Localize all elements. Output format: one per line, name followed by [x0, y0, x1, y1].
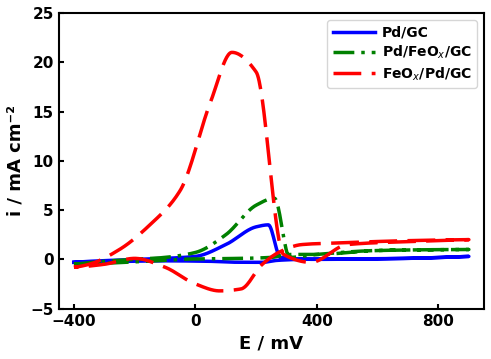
- FeO$_x$/Pd/GC: [217, 289, 222, 293]
- Pd/FeO$_x$/GC: [318, 252, 324, 257]
- Pd/GC: [152, 257, 158, 261]
- Pd/FeO$_x$/GC: [271, 196, 277, 200]
- Pd/FeO$_x$/GC: [71, 262, 77, 266]
- Pd/GC: [71, 260, 77, 265]
- FeO$_x$/Pd/GC: [152, 218, 158, 223]
- Pd/GC: [391, 256, 397, 261]
- Pd/GC: [71, 260, 77, 265]
- Pd/GC: [265, 223, 271, 227]
- Pd/FeO$_x$/GC: [71, 262, 77, 266]
- Pd/FeO$_x$/GC: [245, 256, 250, 260]
- Legend: Pd/GC, Pd/FeO$_x$/GC, FeO$_x$/Pd/GC: Pd/GC, Pd/FeO$_x$/GC, FeO$_x$/Pd/GC: [327, 20, 477, 88]
- Pd/GC: [230, 260, 236, 264]
- FeO$_x$/Pd/GC: [71, 265, 77, 269]
- Line: FeO$_x$/Pd/GC: FeO$_x$/Pd/GC: [74, 52, 469, 291]
- FeO$_x$/Pd/GC: [391, 240, 397, 244]
- FeO$_x$/Pd/GC: [420, 239, 426, 243]
- FeO$_x$/Pd/GC: [318, 241, 324, 246]
- Pd/FeO$_x$/GC: [391, 248, 397, 252]
- Pd/GC: [245, 260, 250, 265]
- X-axis label: E / mV: E / mV: [240, 334, 303, 352]
- FeO$_x$/Pd/GC: [230, 288, 236, 292]
- FeO$_x$/Pd/GC: [71, 265, 77, 269]
- Pd/FeO$_x$/GC: [420, 248, 426, 252]
- Y-axis label: i / mA cm⁻²: i / mA cm⁻²: [7, 105, 25, 216]
- Pd/FeO$_x$/GC: [152, 256, 158, 260]
- FeO$_x$/Pd/GC: [229, 50, 235, 55]
- Line: Pd/GC: Pd/GC: [74, 225, 469, 262]
- FeO$_x$/Pd/GC: [245, 282, 250, 286]
- Pd/GC: [318, 257, 324, 261]
- Pd/FeO$_x$/GC: [230, 256, 236, 261]
- Line: Pd/FeO$_x$/GC: Pd/FeO$_x$/GC: [74, 198, 469, 264]
- Pd/GC: [420, 256, 426, 260]
